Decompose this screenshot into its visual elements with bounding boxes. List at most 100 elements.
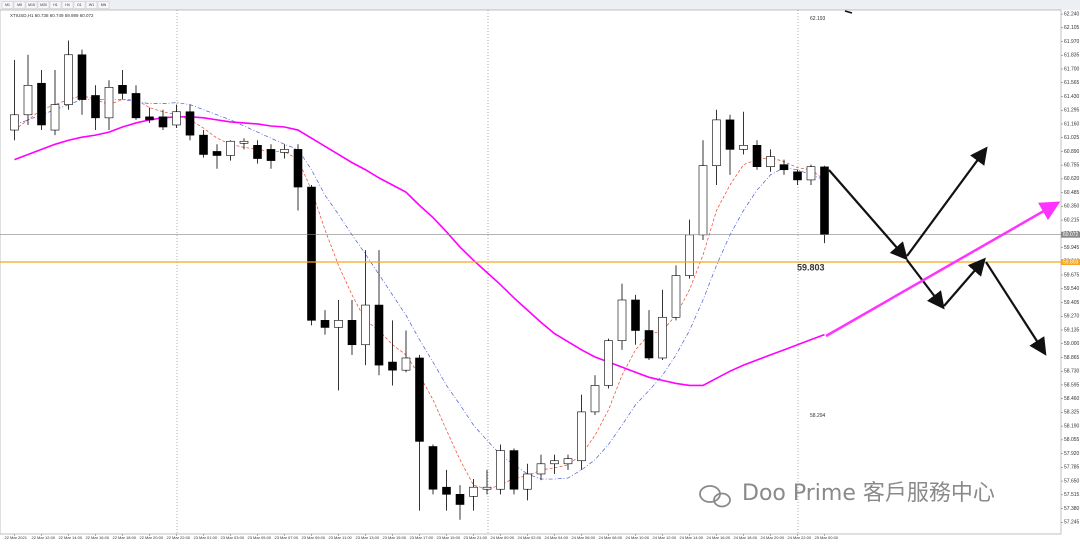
candle-body xyxy=(712,119,721,166)
candle-body xyxy=(320,320,330,328)
candle-body xyxy=(644,330,654,359)
x-tick-label: 23 Mar 01:00 xyxy=(194,535,218,540)
candle-body xyxy=(577,411,586,462)
candle-body xyxy=(347,320,357,346)
x-tick-label: 22 Mar 18:00 xyxy=(113,535,137,540)
tab-label: M15 xyxy=(28,3,35,7)
x-tick-label: 23 Mar 15:00 xyxy=(383,535,407,540)
y-tick-label: 58.460 xyxy=(1064,396,1080,402)
tab xyxy=(13,1,26,9)
marks: 62.240 62.105 61.970 61.835 61.700 61.565 61.4… xyxy=(0,11,1080,540)
y-tick-label: 59.675 xyxy=(1064,272,1080,278)
candle-body xyxy=(428,446,438,490)
y-tick-label: 59.540 xyxy=(1064,286,1080,292)
candle-body xyxy=(334,320,343,328)
x-tick-label: 23 Mar 03:00 xyxy=(221,535,245,540)
y-tick-label: 57.785 xyxy=(1064,465,1080,471)
candle-body xyxy=(185,111,195,136)
tab xyxy=(25,1,38,9)
chart-title: XTIUSD,H1 60.738 60.749 59.989 60.072 xyxy=(10,13,94,18)
tab-label: MN xyxy=(101,3,107,7)
x-tick-label: 22 Mar 14:00 xyxy=(59,535,83,540)
y-tick-label: 58.325 xyxy=(1064,410,1080,416)
candle-body xyxy=(482,486,492,490)
candle-body xyxy=(550,460,559,465)
x-tick-label: 24 Mar 06:00 xyxy=(572,535,596,540)
y-tick-label: 59.135 xyxy=(1064,327,1080,333)
candle-body xyxy=(266,149,276,161)
candle-body xyxy=(239,140,249,144)
y-tick-label: 60.350 xyxy=(1064,204,1080,210)
candle-body xyxy=(145,116,154,121)
candle-body xyxy=(685,234,694,276)
candle-body xyxy=(523,473,532,490)
x-tick-label: 24 Mar 10:00 xyxy=(626,535,650,540)
y-tick-label: 57.515 xyxy=(1064,492,1080,498)
candle-body xyxy=(388,361,397,371)
x-tick-label: 24 Mar 14:00 xyxy=(680,535,704,540)
candle-body xyxy=(766,156,775,167)
candle-body xyxy=(415,357,424,442)
candle-body xyxy=(469,486,478,497)
candle-body xyxy=(631,299,640,331)
candle-body xyxy=(307,186,316,321)
moving-average xyxy=(14,99,825,480)
candle-body xyxy=(820,166,829,235)
y-tick-label: 61.025 xyxy=(1064,135,1080,141)
x-tick-label: 22 Mar 16:00 xyxy=(86,535,110,540)
candle-body xyxy=(752,145,762,167)
candle-body xyxy=(374,304,384,366)
timeframe-tabs: M1 M5 M15 M30 H1 H4 D1 W1 MN xyxy=(1,1,110,9)
price-annotation: 62.193 xyxy=(810,16,826,22)
x-tick-label: 24 Mar 18:00 xyxy=(734,535,758,540)
price-label: 59.803 xyxy=(1063,259,1079,265)
tab-label: H4 xyxy=(65,3,70,7)
candle-body xyxy=(658,316,667,359)
y-tick-label: 61.970 xyxy=(1064,39,1080,45)
candle-body xyxy=(280,149,289,153)
x-tick-label: 23 Mar 11:00 xyxy=(329,535,353,540)
y-tick-label: 61.700 xyxy=(1064,66,1080,72)
x-tick-label: 24 Mar 08:00 xyxy=(599,535,623,540)
y-tick-label: 57.380 xyxy=(1064,506,1080,512)
tab xyxy=(37,1,50,9)
tab-label: M1 xyxy=(5,3,10,7)
y-tick-label: 57.920 xyxy=(1064,451,1080,457)
y-tick-label: 60.620 xyxy=(1064,176,1080,182)
tab-label: M5 xyxy=(17,3,22,7)
tab xyxy=(1,1,14,9)
projection-arrow xyxy=(825,201,1061,338)
arrow xyxy=(985,261,1047,356)
y-tick-label: 60.485 xyxy=(1064,190,1080,196)
price-label: 60.072 xyxy=(1063,232,1079,238)
candle-body xyxy=(401,357,411,371)
arrow-tip xyxy=(844,10,853,14)
candle-body xyxy=(563,458,573,465)
x-tick-label: 24 Mar 02:00 xyxy=(518,535,542,540)
candle-body xyxy=(604,340,613,386)
y-tick-label: 58.055 xyxy=(1064,437,1080,443)
y-tick-label: 60.890 xyxy=(1064,149,1080,155)
x-tick-label: 24 Mar 04:00 xyxy=(545,535,569,540)
x-tick-label: 24 Mar 20:00 xyxy=(761,535,785,540)
candle-body xyxy=(253,145,262,159)
price-annotation: 58.294 xyxy=(810,413,826,419)
candle-body xyxy=(725,119,735,150)
x-tick-label: 23 Mar 19:00 xyxy=(437,535,461,540)
candle-body xyxy=(50,104,60,131)
watermark-logo xyxy=(699,485,731,508)
candle-body xyxy=(226,140,235,156)
y-tick-label: 61.295 xyxy=(1064,108,1080,114)
x-tick-label: 24 Mar 16:00 xyxy=(707,535,731,540)
x-tick-label: 23 Mar 09:00 xyxy=(302,535,326,540)
candle-body xyxy=(793,171,802,181)
arrow xyxy=(828,169,908,261)
candle-body xyxy=(118,84,127,94)
y-tick-label: 61.565 xyxy=(1064,80,1080,86)
x-tick-label: 25 Mar 00:00 xyxy=(815,535,839,540)
x-tick-label: 22 Mar 22:00 xyxy=(167,535,191,540)
y-tick-label: 57.650 xyxy=(1064,478,1080,484)
price-annotation: 59.803 xyxy=(797,262,825,272)
x-tick-label: 22 Mar 12:00 xyxy=(32,535,56,540)
